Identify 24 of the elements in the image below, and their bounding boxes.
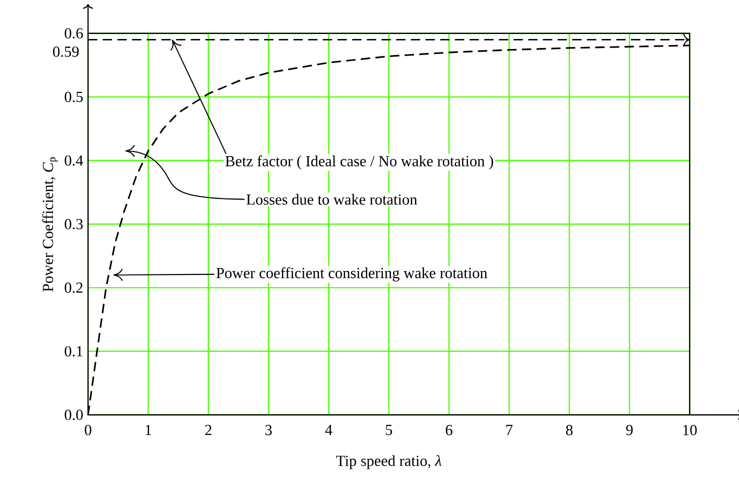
annotation: Betz factor ( Ideal case / No wake rotation ) bbox=[225, 156, 494, 170]
y-tick-label: 0.5 bbox=[64, 92, 83, 102]
x-axis-title: Tip speed ratio, λ bbox=[336, 455, 442, 470]
x-tick-label: 2 bbox=[205, 425, 212, 436]
y-tick-label: 0.4 bbox=[64, 156, 84, 166]
x-tick-label: 4 bbox=[325, 425, 332, 436]
annotation: Power coefficient considering wake rotation bbox=[216, 268, 488, 282]
x-tick-label: 10 bbox=[683, 425, 697, 436]
x-tick-label: 5 bbox=[386, 425, 392, 436]
y-tick-label: 0.1 bbox=[64, 346, 82, 357]
y-tick-label: 0.3 bbox=[64, 219, 83, 230]
x-tick-label: 7 bbox=[506, 425, 513, 436]
y-tick-label: 0.0 bbox=[64, 410, 83, 420]
annotation: Losses due to wake rotation bbox=[246, 194, 418, 205]
y-tick-label: 0.2 bbox=[64, 282, 82, 294]
x-tick-label: 1 bbox=[146, 425, 152, 436]
x-tick-label: 8 bbox=[566, 425, 573, 436]
x-tick-label: 0 bbox=[84, 425, 92, 436]
x-tick-label: 6 bbox=[446, 425, 452, 436]
y-axis-title: Power Coefficient, C$_{p}$ bbox=[42, 158, 58, 292]
y-tick-label: 0.6 bbox=[64, 28, 83, 39]
ref-line-label: 0.59 bbox=[53, 46, 79, 58]
x-tick-label: 9 bbox=[626, 425, 633, 436]
x-tick-label: 3 bbox=[265, 425, 272, 436]
